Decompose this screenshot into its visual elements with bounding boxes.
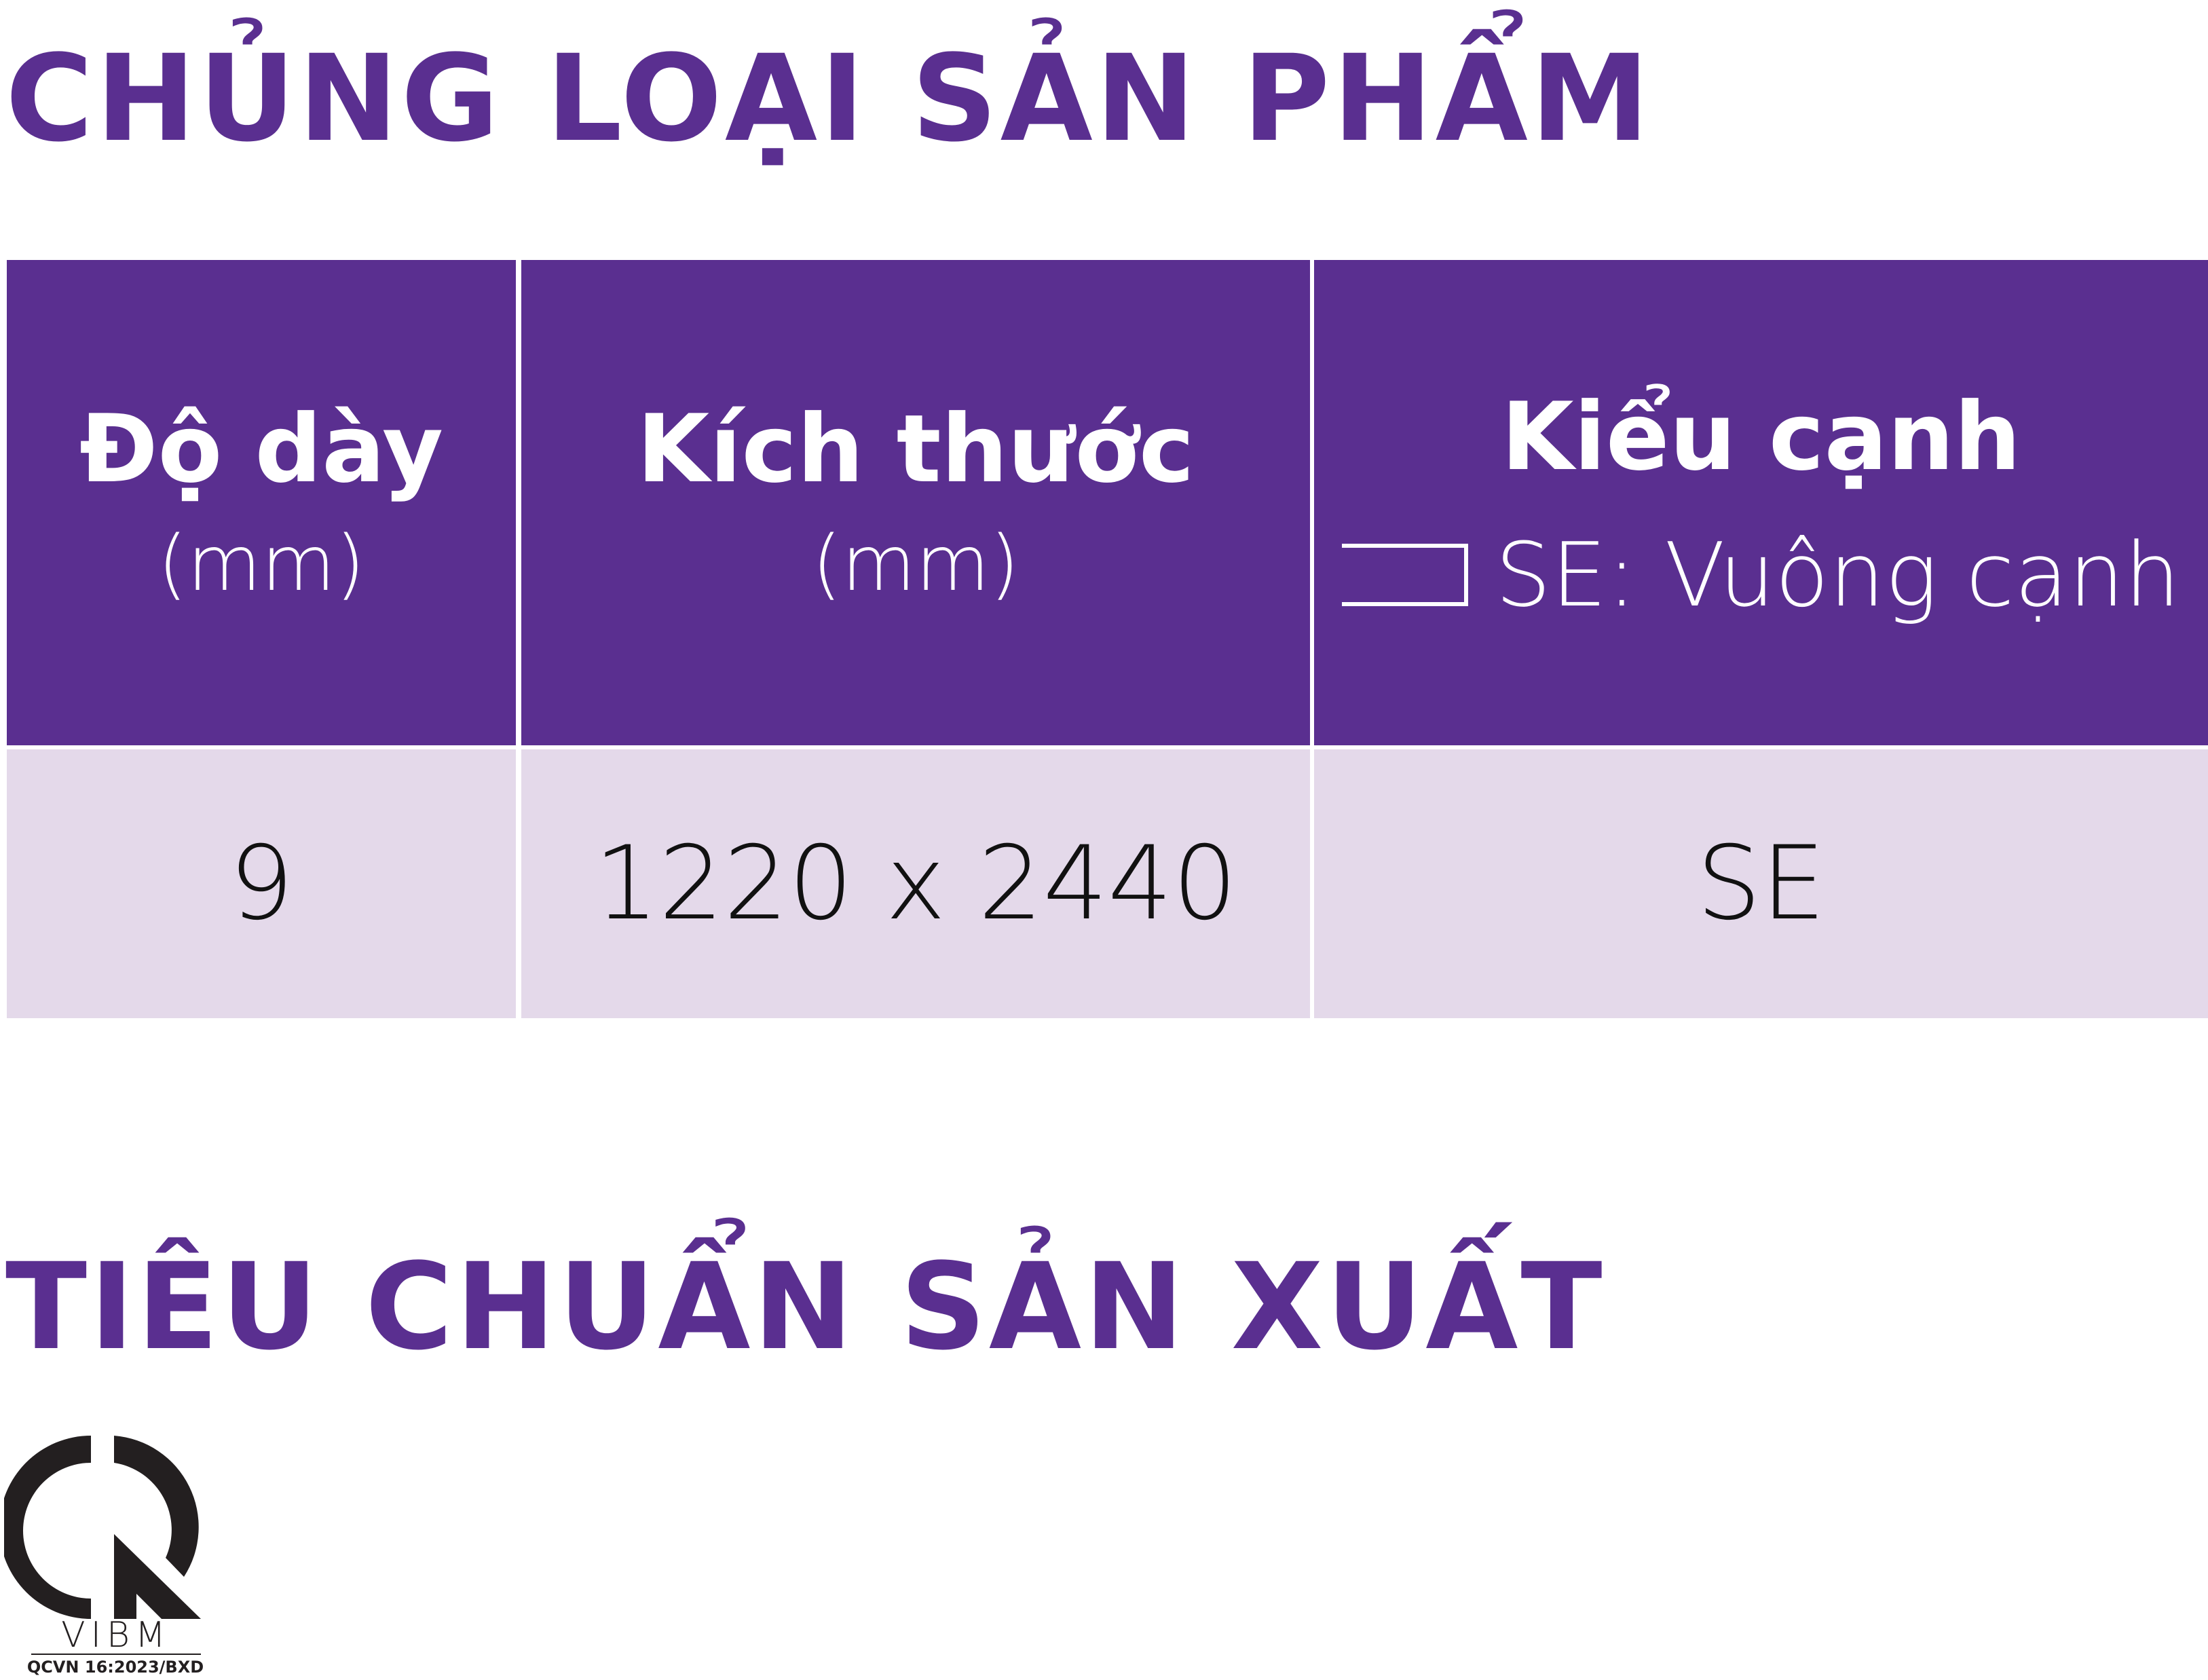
edge-legend: SE: Vuông cạnh bbox=[1341, 523, 2181, 627]
vibm-certification-logo bbox=[4, 1436, 201, 1619]
logo-name: VIBM bbox=[31, 1617, 201, 1655]
table-cell-thickness: 9 bbox=[7, 749, 516, 1018]
table-cell-edge: SE bbox=[1314, 749, 2208, 1018]
section-title-standards: TIÊU CHUẨN SẢN XUẤT bbox=[5, 1237, 1605, 1377]
header-label: Kích thước bbox=[637, 394, 1195, 504]
header-size: Kích thước (mm) bbox=[521, 260, 1310, 745]
header-label: Độ dày bbox=[79, 394, 444, 504]
header-unit: (mm) bbox=[157, 519, 365, 608]
table-cell-size: 1220 x 2440 bbox=[521, 749, 1310, 1018]
header-unit: (mm) bbox=[812, 519, 1019, 608]
section-title-product-types: CHỦNG LOẠI SẢN PHẨM bbox=[5, 29, 1653, 168]
standard-code: QCVN 16:2023/BXD bbox=[26, 1658, 204, 1677]
edge-legend-text: SE: Vuông cạnh bbox=[1495, 523, 2181, 627]
header-label: Kiểu cạnh bbox=[1501, 382, 2021, 492]
square-edge-icon bbox=[1341, 543, 1468, 606]
header-edge-type: Kiểu cạnh SE: Vuông cạnh bbox=[1314, 260, 2208, 745]
header-thickness: Độ dày (mm) bbox=[7, 260, 516, 745]
